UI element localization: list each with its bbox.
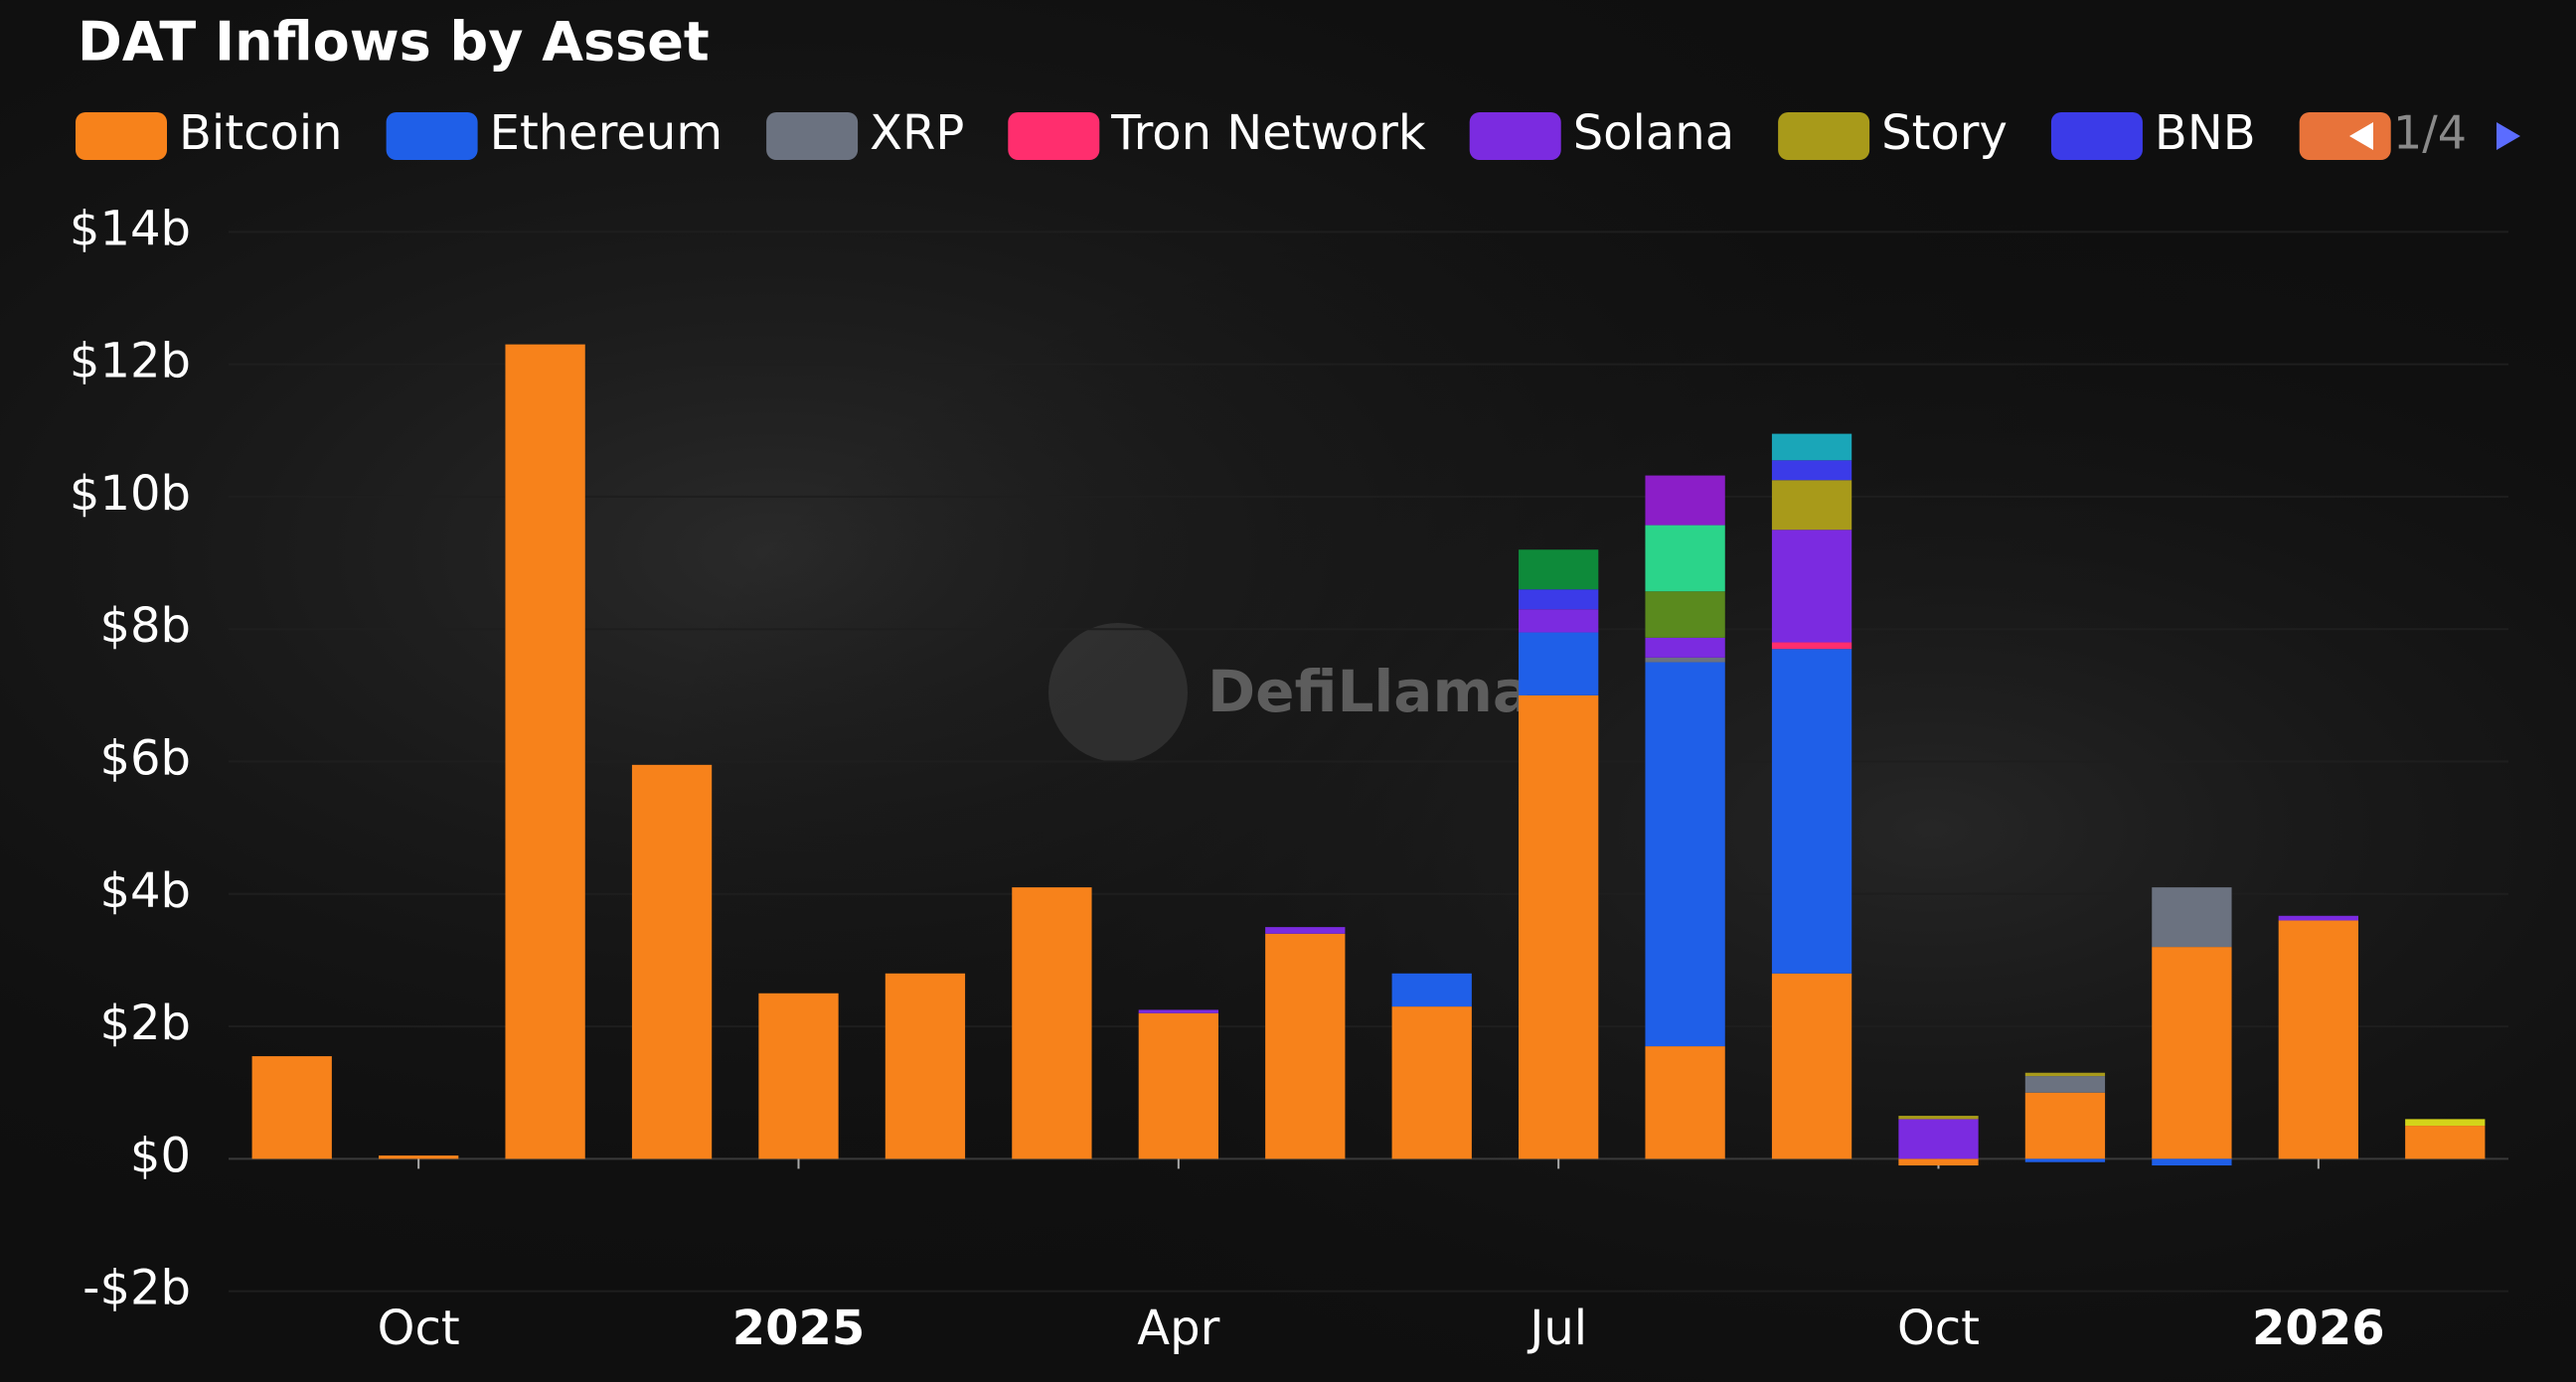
legend-page: 1/4 [2393,106,2467,160]
legend-swatch [1469,112,1561,160]
bar-segment [1771,642,1852,650]
bar-segment [2152,947,2232,1159]
legend-label: XRP [870,105,964,161]
y-tick-label: $2b [99,996,191,1051]
legend: Bitcoin Ethereum XRP Tron Network Solana Stor… [76,105,2520,161]
bar-segment [251,1056,332,1159]
y-tick-label: $0 [130,1128,191,1183]
y-tick-label: $10b [70,466,191,522]
x-tick-label: Oct [378,1301,460,1356]
bar-segment [1898,1119,1979,1159]
bar-segment [2024,1158,2106,1162]
bar-segment [2278,920,2358,1159]
bar-segment [1519,632,1599,695]
bar-segment [1771,973,1852,1159]
legend-swatch [386,112,478,160]
legend-swatch [2050,112,2143,160]
bar-segment [2024,1072,2106,1077]
bar-segment [1519,549,1599,590]
bar-segment [631,764,713,1159]
bar-segment [2278,915,2358,921]
bar-segment [1645,637,1725,658]
bar-segment [505,344,585,1159]
legend-label: Solana [1573,105,1734,161]
legend-label: Bitcoin [179,105,343,161]
bar-segment [1012,887,1092,1159]
bar-segment [1771,480,1852,531]
chart-title: DAT Inflows by Asset [78,11,710,74]
bar-segment [1519,694,1599,1159]
bar-segment [1645,591,1725,638]
bar-segment [1771,433,1852,461]
y-tick-label: $14b [70,201,191,256]
bar-segment [2152,1158,2232,1166]
legend-swatch [766,112,859,160]
y-tick-label: -$2b [82,1261,191,1316]
bar-segment [1645,1046,1725,1159]
bar-segment [2024,1076,2106,1093]
bar-segment [379,1155,459,1159]
bar-segment [1645,475,1725,526]
bar-segment [1519,589,1599,610]
legend-next[interactable] [2496,122,2520,150]
x-tick-label: Jul [1527,1301,1587,1356]
x-tick-label: Oct [1897,1301,1980,1356]
legend-label: Ethereum [490,105,724,161]
bar-segment [1645,657,1725,663]
legend-swatch [1008,112,1100,160]
x-tick-label: 2025 [732,1301,866,1356]
watermark-logo [1048,623,1188,762]
bar-segment [2405,1119,2486,1127]
legend-label: Tron Network [1110,105,1426,161]
bar-segment [1771,460,1852,481]
bar-segment [2152,887,2232,948]
bar-segment [2405,1126,2486,1159]
watermark: DefiLlama [1208,658,1531,725]
bar-segment [1771,530,1852,643]
bar-segment [1519,609,1599,633]
y-tick-label: $8b [99,598,191,654]
bar-segment [758,993,839,1159]
legend-swatch [1778,112,1870,160]
bar-segment [1265,927,1346,934]
bar-segment [885,973,966,1159]
y-tick-label: $12b [70,334,191,389]
bar-segment [2024,1092,2106,1159]
bar-segment [1771,649,1852,974]
y-tick-label: $4b [99,863,191,919]
bar-segment [1645,525,1725,592]
legend-swatch [76,112,167,160]
bar-segment [1898,1116,1979,1120]
legend-label: Story [1881,105,2008,161]
plot-area: -$2b $0 $2b $4b $6b $8b $10b $12b $14b Oct 2025 Apr… [70,201,2508,1356]
bar-segment [1391,973,1472,1007]
x-tick-label: 2026 [2252,1301,2385,1356]
legend-swatch [2299,112,2391,160]
legend-prev[interactable] [2349,122,2373,150]
legend-label: BNB [2155,105,2256,161]
bar-segment [1138,1012,1218,1159]
bar-segment [1645,662,1725,1047]
x-tick-label: Apr [1137,1301,1219,1356]
bar-segment [1391,1006,1472,1159]
bar-segment [1265,933,1346,1159]
bar-segment [1138,1009,1218,1013]
y-tick-label: $6b [99,731,191,787]
bar-segment [1898,1158,1979,1166]
